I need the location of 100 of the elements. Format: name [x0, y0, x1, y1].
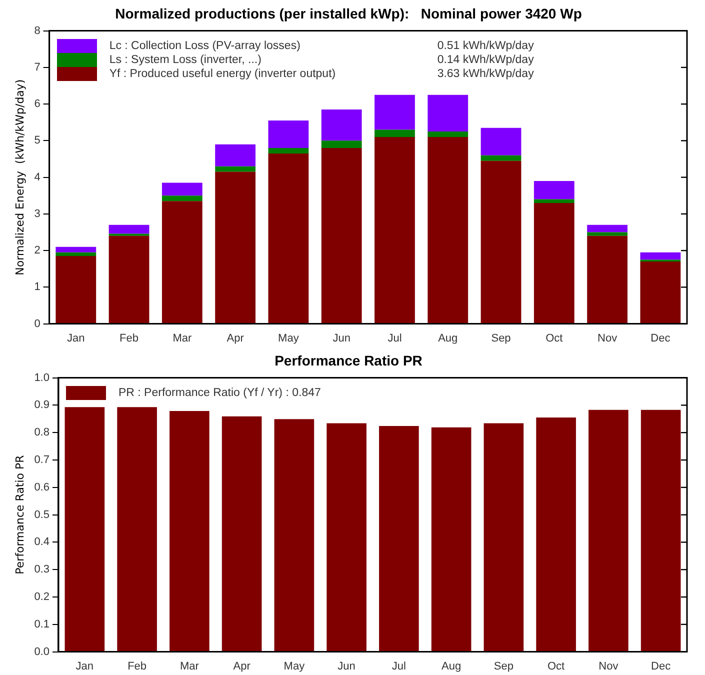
x-tick-label: Jan [76, 660, 94, 672]
y-axis-title: Normalized Energy (kWh/kWp/day) [13, 79, 26, 276]
annotation: 0.14 kWh/kWp/day [437, 52, 534, 67]
chart-title: Performance Ratio PR [274, 352, 422, 368]
bar [117, 407, 157, 652]
bar [64, 407, 105, 652]
y-tick-label: 2 [34, 244, 40, 257]
bar [534, 202, 574, 324]
x-tick-label: Mar [180, 660, 200, 672]
bar [222, 416, 262, 652]
x-tick-label: Aug [438, 332, 458, 344]
y-tick-label: 0.0 [34, 646, 50, 658]
x-tick-label: Aug [442, 660, 462, 672]
bar [268, 120, 309, 148]
y-tick-label: 6 [34, 98, 40, 110]
bar [534, 199, 574, 203]
bar [640, 410, 681, 652]
bar [321, 148, 362, 324]
bar [170, 410, 210, 652]
y-tick-label: 3 [34, 208, 40, 220]
bar [215, 166, 256, 172]
annotation: 0.51 kWh/kWp/day [437, 38, 534, 53]
bar [108, 236, 150, 324]
y-tick-label: 1.0 [34, 372, 50, 384]
bar [56, 252, 96, 256]
bar [480, 160, 522, 324]
x-tick-label: Mar [172, 332, 192, 344]
x-tick-label: Sep [494, 660, 514, 672]
bar [428, 94, 468, 132]
y-tick-label: 0.9 [34, 399, 50, 412]
x-tick-label: May [278, 332, 300, 344]
legend-label: PR : Performance Ratio (Yf / Yr) : 0.847 [118, 386, 321, 400]
bar [326, 423, 366, 652]
bar [587, 232, 628, 236]
bar [379, 426, 419, 652]
y-tick-label: 0.7 [34, 454, 50, 466]
bar [268, 153, 309, 324]
y-tick-label: 8 [34, 24, 40, 37]
bar [640, 252, 681, 260]
bar [56, 256, 96, 324]
bar [480, 128, 522, 156]
bar [274, 419, 314, 652]
bar [268, 148, 309, 154]
bar [428, 132, 468, 138]
bar [587, 236, 628, 324]
x-tick-label: Jun [338, 660, 356, 672]
annotation: 3.63 kWh/kWp/day [437, 66, 534, 81]
bar [588, 410, 628, 652]
bar [374, 130, 415, 138]
bar [587, 224, 628, 232]
y-tick-label: 0.4 [34, 536, 50, 548]
bar [431, 427, 472, 652]
bar [321, 140, 362, 148]
x-tick-label: Apr [233, 660, 251, 672]
legend-label: Lc : Collection Loss (PV-array losses) [109, 38, 300, 53]
chart-title: Normalized productions (per installed kWp): Nominal power 3420 Wp [115, 5, 582, 22]
x-tick-label: Apr [226, 332, 244, 344]
bar [428, 137, 468, 324]
bar [480, 155, 522, 161]
y-tick-label: 0.3 [34, 564, 50, 576]
y-tick-label: 7 [34, 61, 40, 74]
y-axis-title: Performance Ratio PR [13, 454, 26, 574]
x-tick-label: Jan [67, 332, 85, 344]
x-tick-label: Feb [120, 332, 139, 344]
bar [484, 423, 524, 652]
x-tick-label: Sep [491, 332, 511, 344]
bar [162, 201, 202, 324]
bar [640, 262, 681, 324]
bar [374, 137, 415, 324]
x-tick-label: Dec [650, 332, 671, 344]
bar [215, 144, 256, 166]
bar [108, 224, 150, 234]
bar [162, 196, 202, 202]
y-tick-label: 0.1 [34, 618, 50, 630]
y-tick-label: 4 [34, 171, 40, 184]
x-tick-label: Nov [598, 660, 619, 672]
bar [534, 180, 574, 200]
legend-label: Ls : System Loss (inverter, ...) [109, 52, 262, 67]
x-tick-label: May [284, 660, 306, 672]
y-tick-label: 1 [34, 281, 40, 294]
x-tick-label: Dec [651, 660, 672, 672]
y-tick-label: 0.8 [34, 426, 50, 439]
bar [321, 110, 362, 141]
bar [536, 418, 576, 652]
y-tick-label: 0.2 [34, 591, 50, 604]
y-tick-label: 0.5 [34, 508, 50, 521]
bar [215, 172, 256, 324]
x-tick-label: Feb [128, 660, 147, 672]
y-tick-label: 0 [34, 318, 40, 330]
bar [374, 94, 415, 130]
x-tick-label: Oct [548, 660, 565, 672]
bar [162, 182, 202, 196]
x-tick-label: Nov [598, 332, 618, 344]
x-tick-label: Oct [546, 332, 563, 344]
y-tick-label: 5 [34, 134, 40, 147]
bar [56, 246, 96, 252]
x-tick-label: Jun [332, 332, 350, 344]
y-tick-label: 0.6 [34, 481, 50, 494]
x-tick-label: Jul [392, 660, 406, 672]
legend-label: Yf : Produced useful energy (inverter output) [109, 66, 336, 81]
